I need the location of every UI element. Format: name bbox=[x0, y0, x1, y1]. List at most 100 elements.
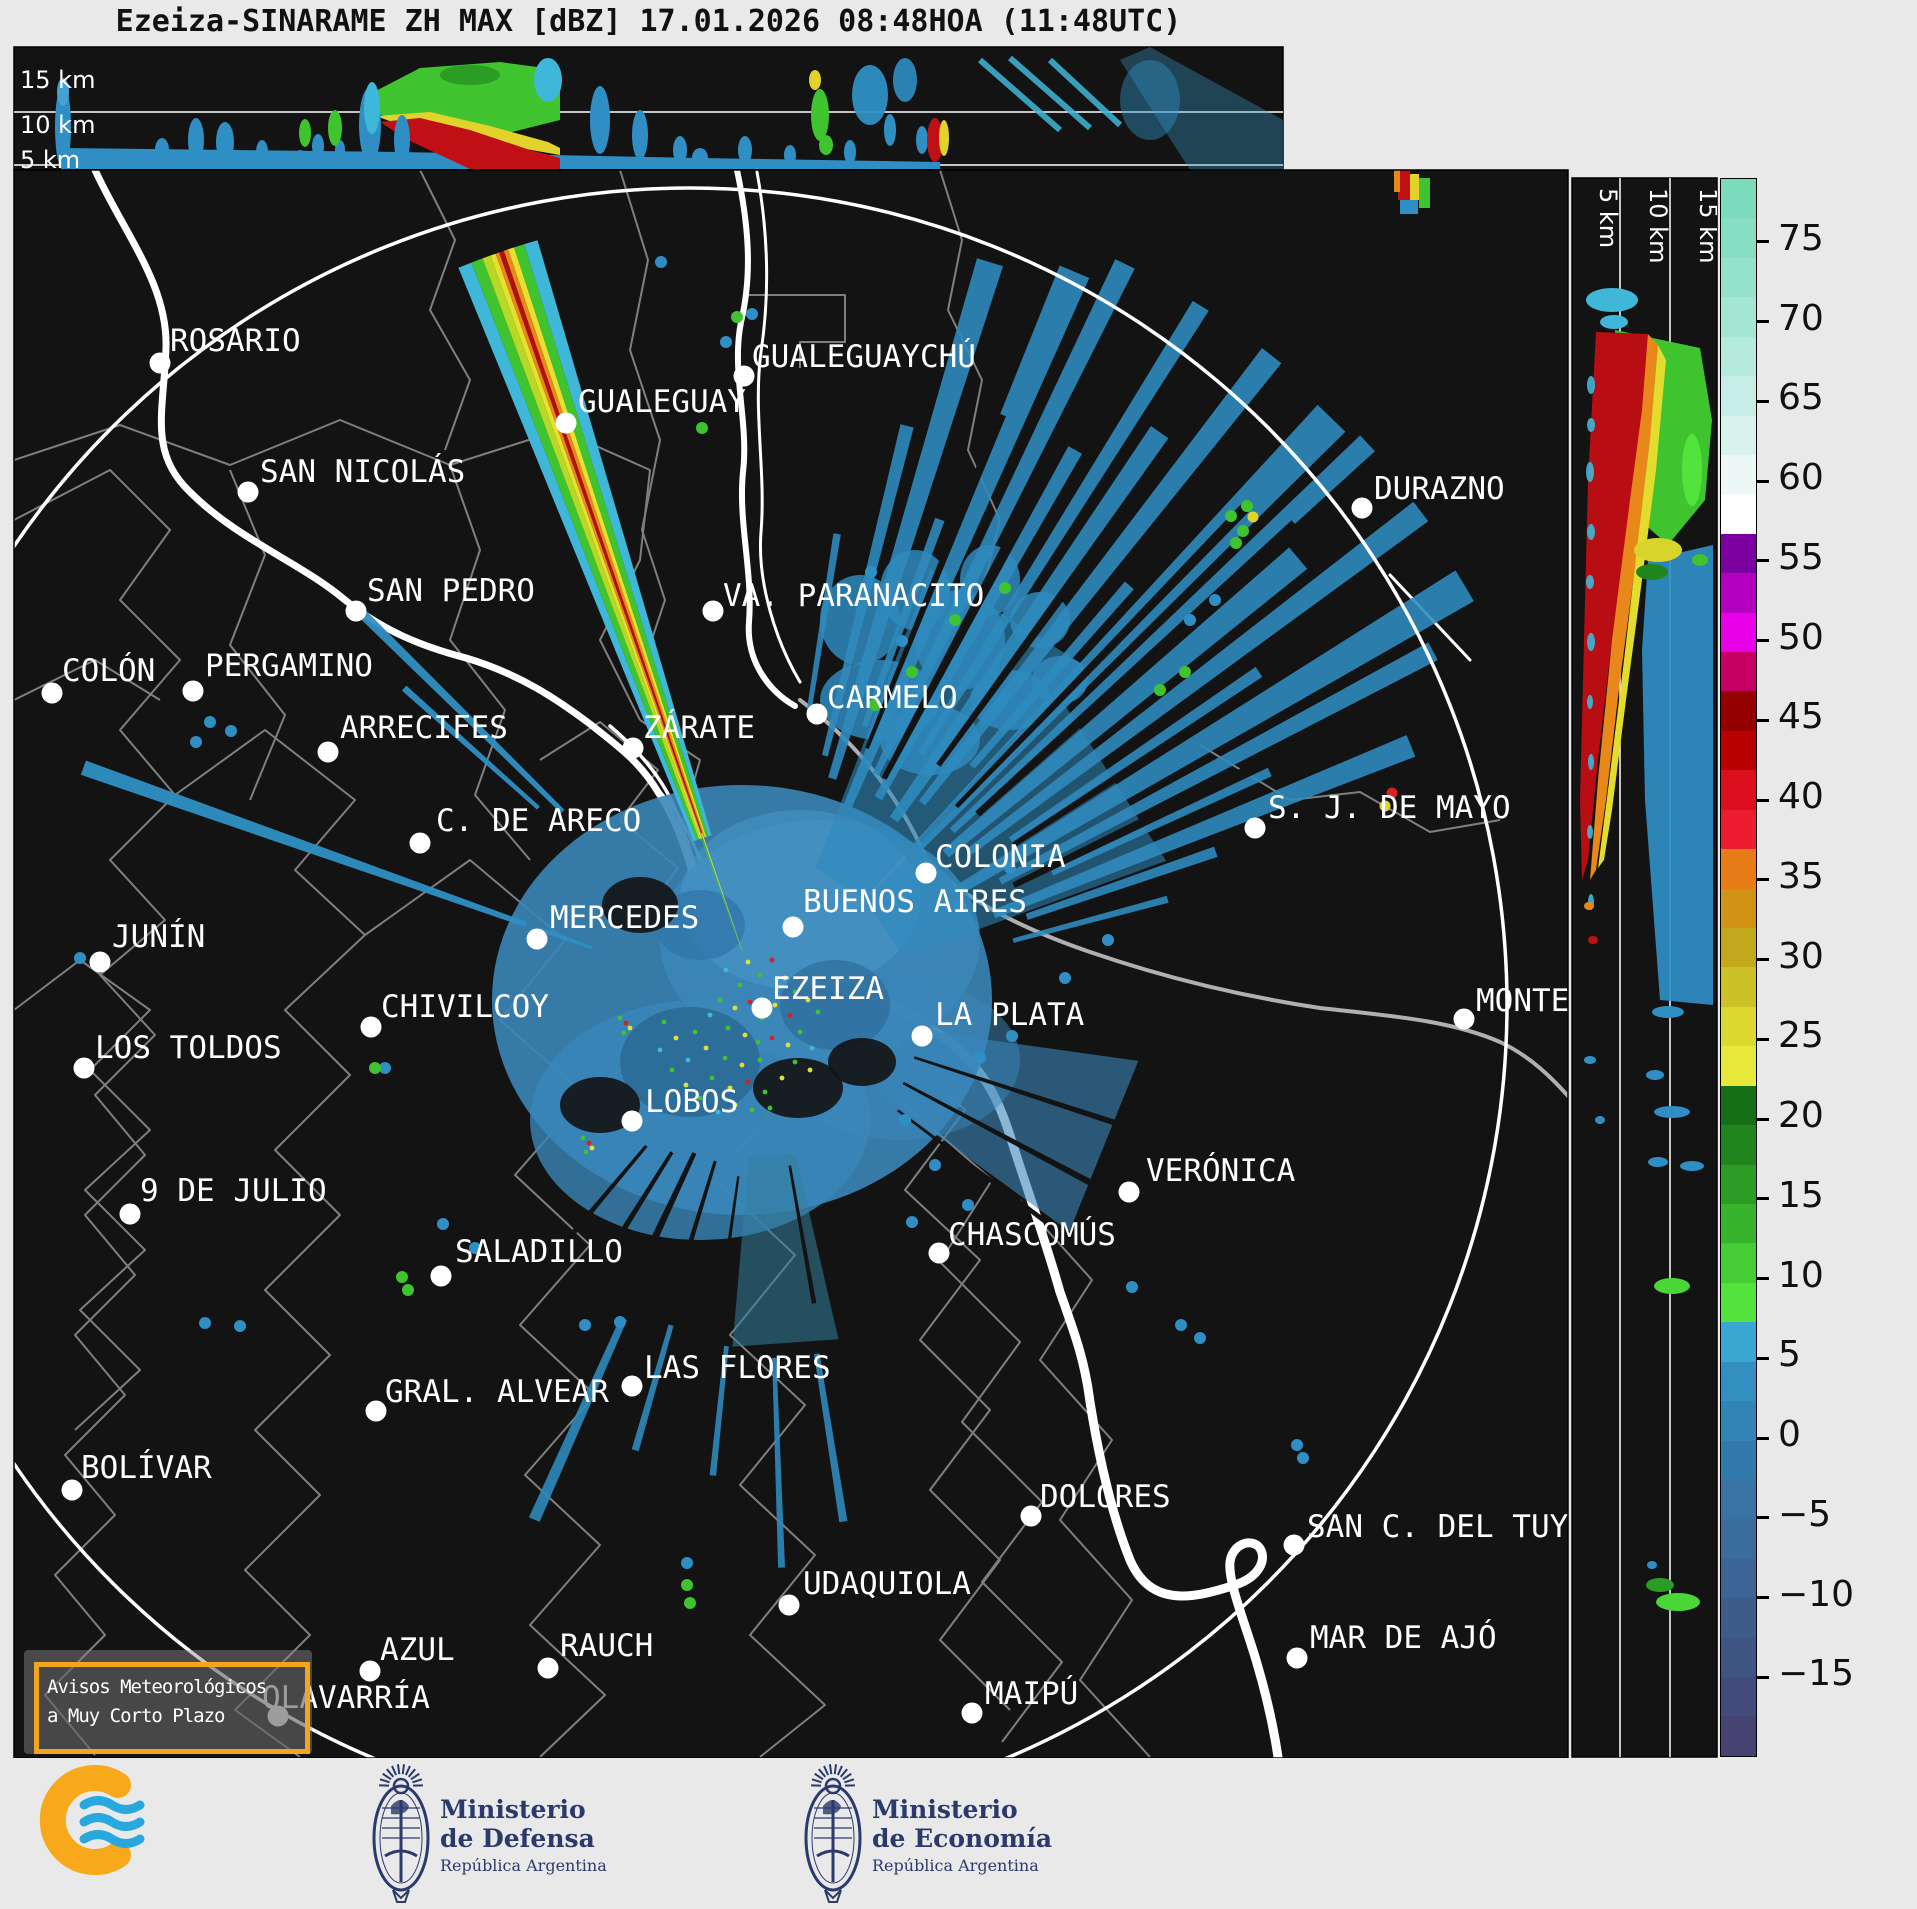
colorbar-tickmark bbox=[1757, 1356, 1769, 1360]
colorbar-block-34 bbox=[1721, 1519, 1756, 1559]
city-dot-pergamino bbox=[182, 680, 204, 702]
city-label-carmelo: CARMELO bbox=[827, 680, 958, 716]
city-label-col-n: COLÓN bbox=[62, 652, 155, 689]
city-dot-ezeiza bbox=[751, 997, 773, 1019]
colorbar-block-24 bbox=[1721, 1125, 1756, 1165]
colorbar-tickmark bbox=[1757, 240, 1769, 244]
colorbar-tick-label: 70 bbox=[1778, 297, 1824, 339]
colorbar-block-14 bbox=[1721, 730, 1756, 771]
colorbar-tickmark bbox=[1757, 399, 1769, 403]
city-label-rosario: ROSARIO bbox=[170, 323, 301, 359]
city-dot-lobos bbox=[621, 1110, 643, 1132]
colorbar-block-38 bbox=[1721, 1677, 1756, 1717]
dbz-colorbar bbox=[1720, 178, 1757, 1757]
city-label-lobos: LOBOS bbox=[645, 1084, 738, 1120]
colorbar-block-5 bbox=[1721, 376, 1756, 416]
city-dot-mercedes bbox=[526, 928, 548, 950]
colorbar-tick-label: 25 bbox=[1778, 1015, 1824, 1057]
colorbar-tick-label: 35 bbox=[1778, 855, 1824, 897]
city-dot-9-de-julio bbox=[119, 1203, 141, 1225]
colorbar-tickmark bbox=[1757, 1675, 1769, 1679]
colorbar-tickmark bbox=[1757, 1277, 1769, 1280]
city-dot-dolores bbox=[1020, 1505, 1042, 1527]
colorbar-block-2 bbox=[1721, 257, 1756, 298]
city-dot-san-c-del-tuy- bbox=[1283, 1534, 1305, 1556]
city-dot-durazno bbox=[1351, 497, 1373, 519]
colorbar-block-20 bbox=[1721, 967, 1756, 1007]
colorbar-tickmark bbox=[1757, 559, 1769, 563]
alert-line2: a Muy Corto Plazo bbox=[47, 1705, 225, 1727]
colorbar-tickmark bbox=[1757, 1117, 1769, 1121]
colorbar-tick-label: 30 bbox=[1778, 935, 1824, 977]
colorbar-tickmark bbox=[1757, 878, 1769, 882]
colorbar-block-27 bbox=[1721, 1243, 1756, 1283]
city-dot-ver-nica bbox=[1118, 1181, 1140, 1203]
colorbar-block-31 bbox=[1721, 1401, 1756, 1441]
colorbar-tickmark bbox=[1757, 958, 1769, 962]
city-dot-los-toldos bbox=[73, 1057, 95, 1079]
city-label-udaquiola: UDAQUIOLA bbox=[803, 1566, 971, 1602]
city-dot-chascom-s bbox=[928, 1242, 950, 1264]
right-cross-section-panel: 5 km 10 km 15 km bbox=[1580, 178, 1717, 1757]
city-label-gualeguaych-: GUALEGUAYCHÚ bbox=[752, 338, 976, 375]
colorbar-tickmark bbox=[1757, 1436, 1769, 1440]
colorbar-tick-label: 0 bbox=[1778, 1414, 1801, 1455]
smn-logo-icon bbox=[39, 1765, 145, 1875]
footer-logos-svg bbox=[39, 1764, 862, 1903]
colorbar-block-23 bbox=[1721, 1085, 1756, 1126]
colorbar-block-39 bbox=[1721, 1716, 1756, 1756]
city-label-colonia: COLONIA bbox=[935, 839, 1066, 875]
alert-warnings-button[interactable]: Avisos Meteorológicos a Muy Corto Plazo bbox=[34, 1662, 310, 1754]
city-dot-c-de-areco bbox=[409, 832, 431, 854]
city-dot-colonia bbox=[915, 862, 937, 884]
city-label-pergamino: PERGAMINO bbox=[205, 648, 373, 684]
city-label-ver-nica: VERÓNICA bbox=[1146, 1152, 1296, 1189]
colorbar-block-3 bbox=[1721, 297, 1756, 337]
colorbar-block-28 bbox=[1721, 1282, 1756, 1323]
city-label-durazno: DURAZNO bbox=[1374, 471, 1505, 507]
page-title: Ezeiza-SINARAME ZH MAX [dBZ] 17.01.2026 … bbox=[115, 4, 1182, 39]
colorbar-block-13 bbox=[1721, 691, 1756, 731]
colorbar-tick-label: 10 bbox=[1778, 1254, 1824, 1296]
city-dot-gral-alvear bbox=[365, 1400, 387, 1422]
city-label-bol-var: BOLÍVAR bbox=[81, 1450, 212, 1486]
colorbar-block-9 bbox=[1721, 533, 1756, 574]
top-altitude-label-2: 5 km bbox=[20, 146, 80, 174]
city-label-san-nicol-s: SAN NICOLÁS bbox=[260, 454, 465, 490]
colorbar-tick-label: 50 bbox=[1778, 616, 1824, 658]
colorbar-tickmark bbox=[1757, 479, 1769, 483]
colorbar-tickmark bbox=[1757, 798, 1769, 802]
city-dot-san-pedro bbox=[345, 600, 367, 622]
colorbar-tick-label: 55 bbox=[1778, 536, 1824, 578]
city-label-arrecifes: ARRECIFES bbox=[340, 710, 508, 746]
city-dot-las-flores bbox=[621, 1375, 643, 1397]
colorbar-block-18 bbox=[1721, 888, 1756, 929]
city-dot-buenos-aires bbox=[782, 916, 804, 938]
colorbar-block-1 bbox=[1721, 218, 1756, 258]
colorbar-block-30 bbox=[1721, 1361, 1756, 1402]
colorbar-block-4 bbox=[1721, 336, 1756, 377]
colorbar-tickmark bbox=[1757, 718, 1769, 722]
colorbar-block-0 bbox=[1721, 179, 1756, 219]
colorbar-tick-label: 60 bbox=[1778, 457, 1824, 499]
colorbar-block-16 bbox=[1721, 809, 1756, 850]
colorbar-tick-label: −5 bbox=[1778, 1493, 1832, 1535]
colorbar-block-36 bbox=[1721, 1598, 1756, 1638]
colorbar-block-33 bbox=[1721, 1479, 1756, 1520]
colorbar-block-22 bbox=[1721, 1046, 1756, 1086]
footer: Servicio Meteorológico Nacional Argentin… bbox=[0, 1758, 1917, 1909]
range-ring bbox=[14, 186, 1509, 1758]
defensa-text: Ministerio de Defensa República Argentin… bbox=[440, 1795, 607, 1875]
city-label-la-plata: LA PLATA bbox=[935, 997, 1085, 1033]
colorbar-block-12 bbox=[1721, 652, 1756, 692]
city-label-gral-alvear: GRAL. ALVEAR bbox=[385, 1374, 609, 1410]
city-label-los-toldos: LOS TOLDOS bbox=[95, 1030, 282, 1066]
colorbar-tickmark bbox=[1757, 639, 1769, 643]
colorbar-tick-label: 45 bbox=[1778, 696, 1824, 738]
city-label-jun-n: JUNÍN bbox=[112, 919, 205, 955]
city-dot-rosario bbox=[149, 352, 171, 374]
colorbar-tick-label: −15 bbox=[1778, 1653, 1854, 1695]
city-label-gualeguay: GUALEGUAY bbox=[578, 384, 746, 420]
